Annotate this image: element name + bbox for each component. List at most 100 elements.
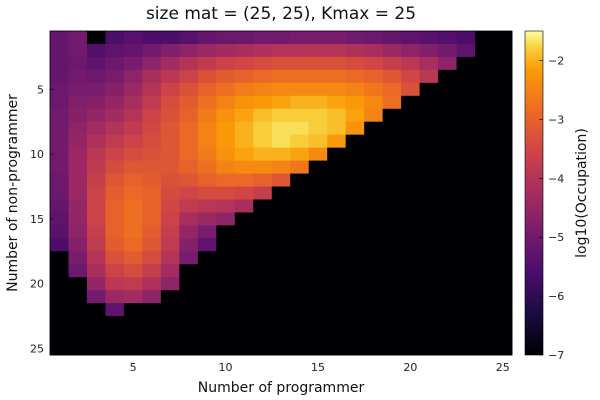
heatmap-cell [308,147,328,161]
heatmap-cell [68,82,88,97]
heatmap-cell [123,69,143,84]
heatmap-cell [105,238,125,252]
heatmap-cell [456,43,476,58]
heatmap-cell [308,186,328,200]
heatmap-cell [179,95,199,110]
heatmap-cell [234,225,254,239]
heatmap-cell [86,264,106,278]
heatmap-cell [216,43,236,58]
heatmap-cell [419,329,439,343]
heatmap-cell [179,69,199,84]
heatmap-cell [216,147,236,161]
x-axis-label: Number of programmer [198,380,365,396]
heatmap-cell [253,303,273,317]
heatmap-cell [419,82,439,97]
heatmap-cell [179,43,199,58]
heatmap-cell [345,147,365,161]
heatmap-cell [345,56,365,71]
heatmap-cell [179,303,199,317]
heatmap-cell [197,238,217,252]
heatmap-cell [308,212,328,226]
heatmap-cell [68,342,88,356]
heatmap-cell [86,342,106,356]
y-tick-label: 15 [30,213,44,226]
heatmap-cell [438,264,457,278]
y-axis-ticks: 5 10 15 20 25 [30,83,54,356]
heatmap-cell [493,316,513,330]
heatmap-cell [160,173,180,187]
heatmap-cell [419,95,439,110]
heatmap-cell [382,82,402,97]
heatmap-cell [364,108,384,123]
heatmap-cell [142,160,162,174]
heatmap-cell [123,199,143,213]
heatmap-cell [419,212,439,226]
heatmap-cell [382,108,402,123]
heatmap-cell [142,31,162,45]
heatmap-cell [308,95,328,110]
heatmap-cell [123,56,143,71]
heatmap-cell [179,121,199,136]
heatmap-cell [68,225,88,239]
heatmap-cell [123,277,143,291]
heatmap-cell [142,212,162,226]
heatmap-cell [253,251,273,265]
plot-frame [49,30,513,356]
heatmap-cell [419,108,439,123]
heatmap-cell [271,160,291,174]
heatmap-cell [68,264,88,278]
heatmap-cell [123,147,143,161]
heatmap-cell [234,199,254,213]
heatmap-cell [123,303,143,317]
heatmap-cell [290,95,310,110]
heatmap-cell [160,31,180,45]
heatmap-cell [438,173,457,187]
heatmap-cell [216,238,236,252]
heatmap-cell [364,212,384,226]
heatmap-cell [493,342,513,356]
heatmap-cell [234,147,254,161]
heatmap-cell [86,82,106,97]
heatmap-cell [438,134,457,149]
heatmap-cell [456,95,476,110]
heatmap-cell [327,199,347,213]
heatmap-cell [401,56,420,71]
heatmap-cell [123,173,143,187]
heatmap-cell [50,303,69,317]
heatmap-cell [271,277,291,291]
heatmap-cell [179,173,199,187]
heatmap-cell [438,82,457,97]
heatmap-cell [419,225,439,239]
heatmap-cell [419,316,439,330]
heatmap-cell [216,31,236,45]
heatmap-cell [179,82,199,97]
heatmap-cell [364,316,384,330]
heatmap-cell [438,95,457,110]
heatmap-cell [345,251,365,265]
heatmap-cell [123,160,143,174]
heatmap-cell [382,303,402,317]
heatmap-cell [308,238,328,252]
heatmap-cell [308,82,328,97]
heatmap-cell [197,199,217,213]
heatmap-cell [401,147,420,161]
heatmap-cell [160,316,180,330]
heatmap-cell [327,173,347,187]
heatmap-cell [382,290,402,304]
colorbar-label: log10(Occupation) [574,128,590,258]
heatmap-cell [179,134,199,149]
heatmap-cell [234,134,254,149]
heatmap-cell [456,212,476,226]
heatmap-cell [327,329,347,343]
heatmap-cell [456,160,476,174]
heatmap-cell [253,225,273,239]
heatmap-cell [271,173,291,187]
heatmap-cell [290,69,310,84]
heatmap-cell [253,329,273,343]
heatmap-cell [179,316,199,330]
heatmap-cell [68,303,88,317]
heatmap-cell [179,56,199,71]
heatmap-cell [308,290,328,304]
heatmap-cell [456,251,476,265]
heatmap-cell [290,173,310,187]
